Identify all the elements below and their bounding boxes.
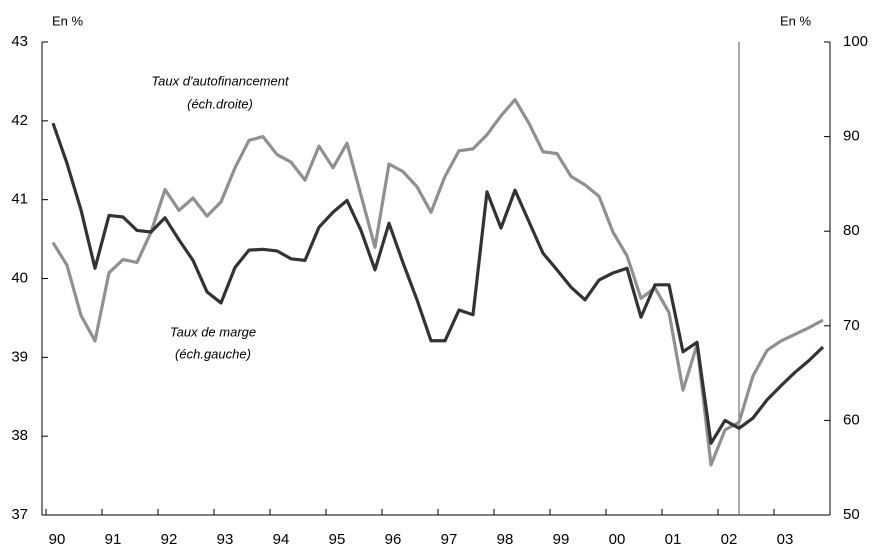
x-tick-label: 94: [273, 531, 290, 548]
x-tick-label: 90: [49, 531, 66, 548]
y2-tick-label: 70: [843, 317, 860, 334]
annotation: (éch.gauche): [175, 346, 251, 361]
x-tick-label: 98: [497, 531, 514, 548]
y2-tick-label: 60: [843, 411, 860, 428]
y2-tick-label: 50: [843, 506, 860, 523]
y-tick-label: 40: [11, 269, 28, 286]
y2-tick-label: 90: [843, 128, 860, 145]
annotation: Taux de marge: [170, 324, 256, 339]
x-tick-label: 97: [441, 531, 458, 548]
x-tick-label: 91: [105, 531, 122, 548]
series-line: [51, 122, 825, 445]
x-tick-label: 92: [161, 531, 178, 548]
series-line: [51, 98, 824, 467]
x-tick-label: 00: [609, 531, 626, 548]
y-tick-label: 43: [11, 33, 28, 50]
y-axis-label: En %: [52, 13, 84, 28]
x-tick-label: 99: [553, 531, 570, 548]
annotation: (éch.droite): [187, 96, 253, 111]
annotation: Taux d'autofinancement: [151, 73, 290, 88]
y2-tick-label: 80: [843, 222, 860, 239]
y-tick-label: 37: [11, 506, 28, 523]
y2-axis-label: En %: [780, 13, 812, 28]
y2-tick-label: 100: [843, 33, 868, 50]
x-tick-label: 01: [665, 531, 682, 548]
y-tick-label: 38: [11, 427, 28, 444]
x-tick-label: 96: [385, 531, 402, 548]
x-tick-label: 93: [217, 531, 234, 548]
x-tick-label: 95: [329, 531, 346, 548]
y-tick-label: 39: [11, 348, 28, 365]
x-tick-label: 03: [777, 531, 794, 548]
y-tick-label: 41: [11, 191, 28, 208]
y-tick-label: 42: [11, 112, 28, 129]
x-tick-label: 02: [721, 531, 738, 548]
